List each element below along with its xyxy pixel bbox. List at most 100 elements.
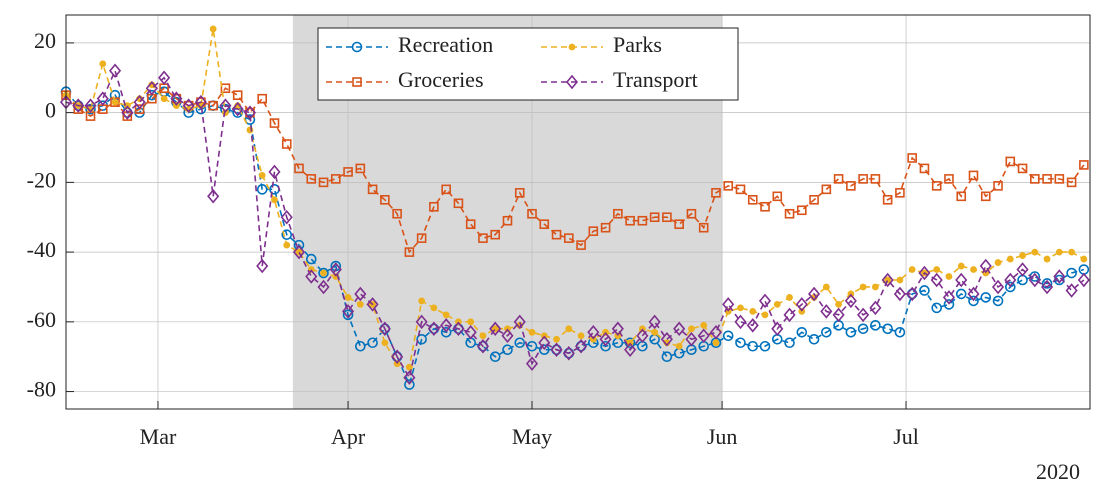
marker — [857, 323, 869, 335]
marker — [280, 209, 293, 225]
marker — [553, 335, 560, 343]
marker — [281, 139, 292, 149]
marker — [1019, 252, 1026, 259]
marker — [84, 98, 97, 113]
marker — [72, 98, 85, 113]
marker — [440, 318, 453, 333]
marker — [440, 326, 452, 338]
marker — [538, 344, 550, 356]
marker — [1041, 279, 1054, 295]
marker — [577, 332, 585, 340]
x-tick-label: Jun — [707, 424, 738, 449]
marker — [351, 41, 363, 53]
marker — [968, 295, 979, 307]
marker — [698, 222, 709, 233]
marker — [820, 304, 833, 319]
marker — [381, 339, 389, 347]
marker — [1053, 269, 1066, 284]
marker — [822, 283, 830, 291]
marker — [994, 259, 1002, 266]
marker — [761, 311, 769, 319]
marker — [662, 212, 672, 223]
marker — [133, 94, 146, 110]
marker — [525, 356, 539, 371]
marker — [649, 212, 660, 223]
marker — [568, 43, 576, 51]
marker — [121, 105, 134, 120]
marker — [269, 118, 280, 128]
marker — [942, 290, 956, 305]
marker — [575, 338, 588, 354]
marker — [795, 297, 808, 312]
marker — [452, 321, 465, 337]
marker — [295, 248, 303, 256]
marker — [651, 328, 659, 336]
marker — [835, 300, 842, 308]
y-tick-label: -40 — [27, 237, 56, 262]
marker — [784, 337, 795, 349]
marker — [797, 205, 807, 216]
marker — [513, 314, 526, 330]
marker — [832, 307, 845, 323]
y-tick-label: -20 — [27, 167, 56, 192]
marker — [648, 314, 661, 330]
marker — [551, 229, 562, 240]
marker — [956, 191, 967, 202]
marker — [367, 184, 378, 195]
marker — [268, 164, 281, 180]
marker — [980, 191, 991, 202]
marker — [342, 309, 354, 321]
marker — [919, 285, 930, 296]
marker — [182, 98, 195, 113]
marker — [1004, 281, 1016, 293]
marker — [416, 333, 427, 345]
marker — [539, 219, 550, 230]
marker — [528, 328, 536, 336]
marker — [514, 188, 525, 198]
marker — [771, 321, 784, 337]
plot-frame — [65, 14, 1091, 410]
marker — [723, 181, 734, 191]
marker — [489, 351, 501, 362]
marker — [380, 194, 390, 205]
marker — [576, 240, 586, 250]
marker — [85, 103, 96, 115]
marker — [441, 184, 451, 195]
marker — [318, 267, 329, 279]
marker — [660, 332, 673, 347]
marker — [514, 337, 526, 349]
marker — [661, 351, 673, 362]
legend: Recreation Groceries Parks Transport — [317, 27, 739, 101]
marker — [1031, 248, 1039, 256]
marker — [846, 181, 856, 191]
marker — [1066, 267, 1077, 279]
marker — [257, 93, 268, 104]
marker — [784, 208, 795, 219]
marker — [453, 198, 464, 209]
x-axis-label: 2020 — [1036, 459, 1080, 484]
marker — [722, 330, 734, 342]
marker — [294, 163, 304, 174]
marker — [759, 340, 771, 352]
marker — [145, 80, 158, 96]
marker — [600, 340, 611, 352]
marker — [1077, 272, 1090, 288]
series-line — [65, 87, 1085, 254]
marker — [256, 258, 269, 274]
marker — [465, 219, 476, 230]
y-tick-label: 20 — [34, 28, 56, 53]
marker — [943, 299, 955, 310]
marker — [1043, 255, 1051, 263]
marker — [809, 194, 819, 205]
marker — [808, 286, 821, 302]
marker — [1054, 174, 1065, 184]
marker — [893, 286, 906, 302]
marker — [930, 272, 943, 288]
marker — [918, 265, 931, 281]
marker — [882, 323, 893, 335]
marker — [882, 194, 893, 205]
marker — [957, 262, 965, 270]
marker — [281, 229, 293, 240]
marker — [857, 307, 870, 323]
marker — [637, 215, 648, 226]
